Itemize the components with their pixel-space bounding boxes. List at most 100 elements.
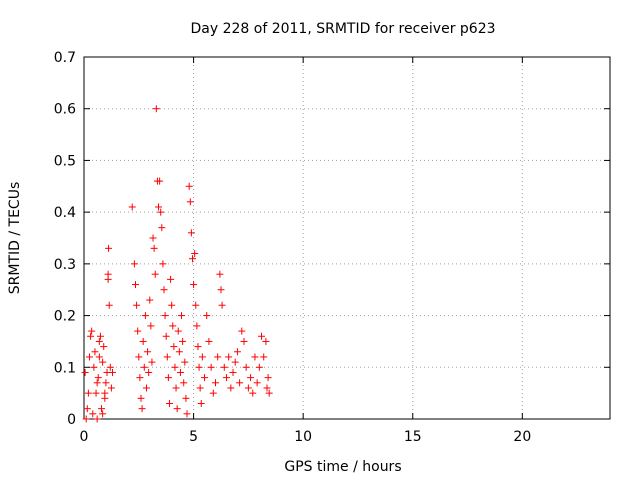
data-point [157, 208, 165, 216]
data-point [170, 343, 178, 351]
y-tick-label: 0.2 [54, 309, 76, 325]
data-point [139, 337, 147, 345]
data-point [104, 270, 112, 278]
data-point [84, 389, 92, 397]
data-point [108, 368, 116, 376]
data-point [133, 301, 141, 309]
data-point [176, 368, 184, 376]
data-point [105, 244, 113, 252]
data-points [81, 105, 273, 423]
data-point [89, 410, 97, 418]
y-tick-label: 0.1 [54, 360, 76, 376]
data-point [171, 363, 179, 371]
data-point [165, 399, 173, 407]
data-point [174, 327, 182, 335]
data-point [263, 384, 271, 392]
data-point [236, 379, 244, 387]
data-point [192, 301, 200, 309]
data-point [136, 374, 144, 382]
data-point [225, 353, 233, 361]
data-point [88, 327, 96, 335]
data-point [233, 348, 241, 356]
data-point [229, 368, 237, 376]
data-point [90, 363, 98, 371]
data-point [212, 379, 219, 387]
data-point [164, 374, 172, 382]
data-point [102, 379, 110, 387]
data-point [249, 389, 257, 397]
y-tick-label: 0.4 [54, 205, 76, 221]
chart-title: Day 228 of 2011, SRMTID for receiver p62… [190, 21, 495, 37]
data-point [130, 260, 138, 268]
data-point [195, 363, 203, 371]
data-point [85, 353, 93, 361]
data-point [144, 348, 152, 356]
data-point [240, 337, 248, 345]
data-point [185, 182, 193, 190]
data-point [156, 177, 164, 185]
data-point [220, 363, 228, 371]
data-point [227, 384, 235, 392]
data-point [162, 332, 170, 340]
data-point [152, 105, 160, 113]
y-tick-label: 0.6 [54, 102, 76, 118]
data-point [93, 415, 101, 423]
data-point [188, 255, 196, 263]
data-point [205, 337, 213, 345]
data-point [147, 322, 155, 330]
data-point [264, 374, 272, 382]
data-point [95, 337, 103, 345]
data-point [196, 384, 204, 392]
data-point [198, 353, 206, 361]
data-point [148, 358, 156, 366]
axis-ticks [83, 56, 611, 420]
x-tick-label: 15 [404, 429, 422, 445]
data-point [141, 312, 149, 320]
y-tick-label: 0.7 [54, 50, 76, 66]
data-point [197, 399, 205, 407]
data-point [132, 281, 140, 289]
x-tick-label: 20 [513, 429, 531, 445]
data-point [214, 353, 222, 361]
y-tick-label: 0.3 [54, 257, 76, 273]
data-point [134, 327, 142, 335]
data-point [95, 353, 103, 361]
data-point [81, 368, 89, 376]
data-point [172, 384, 180, 392]
data-point [218, 301, 226, 309]
data-point [168, 301, 176, 309]
data-point [158, 224, 166, 232]
data-point [159, 260, 167, 268]
data-point [181, 358, 189, 366]
data-point [186, 198, 194, 206]
y-tick-label: 0.5 [54, 153, 76, 169]
data-point [163, 353, 171, 361]
data-point [179, 337, 187, 345]
data-point [83, 405, 91, 413]
data-point [193, 322, 201, 330]
data-point [242, 363, 250, 371]
data-point [160, 286, 168, 294]
data-point [161, 312, 169, 320]
x-tick-label: 0 [80, 429, 89, 445]
data-point [98, 405, 106, 413]
data-point [253, 379, 261, 387]
data-point [94, 374, 102, 382]
data-point [106, 363, 114, 371]
data-point [231, 358, 239, 366]
data-point [265, 389, 273, 397]
data-point [244, 384, 252, 392]
data-point [92, 389, 100, 397]
data-point [82, 415, 90, 423]
data-point [222, 374, 230, 382]
y-axis-label: SRMTID / TECUs [7, 182, 23, 295]
data-point [180, 379, 188, 387]
axis-tick-labels: 0 5 10 15 20 0 0.1 0.2 0.3 0.4 0.5 0.6 0.7 [54, 50, 532, 445]
data-point [137, 394, 145, 402]
data-point [128, 203, 136, 211]
data-point [207, 363, 215, 371]
data-point [99, 410, 107, 418]
grid-lines [84, 57, 610, 419]
